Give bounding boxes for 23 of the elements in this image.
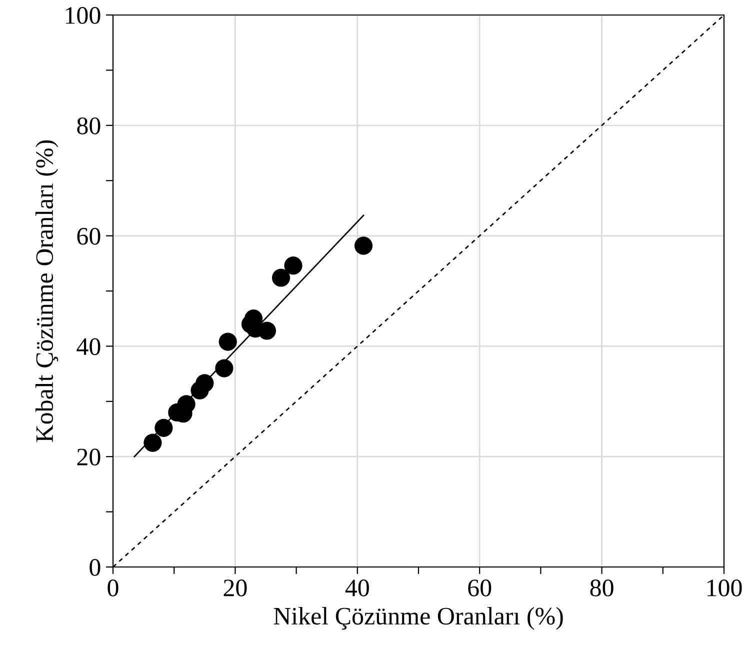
- point: [218, 332, 237, 351]
- x-tick-label: 0: [108, 580, 118, 596]
- y-tick-label: 80: [77, 117, 100, 134]
- y-tick-label: 20: [77, 448, 100, 466]
- x-tick-label: 20: [224, 580, 247, 596]
- point: [354, 236, 373, 255]
- point: [177, 395, 196, 414]
- x-tick-label: 100: [707, 580, 742, 596]
- x-tick-label: 60: [468, 580, 492, 596]
- point: [272, 268, 290, 287]
- y-tick-label: 40: [76, 338, 100, 356]
- x-tick-label: 40: [345, 580, 369, 596]
- point: [284, 256, 302, 275]
- x-tick-label: 80: [590, 580, 614, 596]
- point: [196, 374, 214, 392]
- x-axis-title: Nikel Çözünme Oranları (%): [274, 607, 563, 630]
- y-tick-label: 60: [77, 228, 100, 245]
- y-tick-label: 100: [66, 7, 100, 24]
- y-axis-title: Kobalt Çözünme Oranları (%): [35, 140, 58, 442]
- point: [154, 418, 173, 437]
- point: [144, 434, 162, 452]
- point: [215, 359, 234, 378]
- y-tick-label: 0: [90, 559, 100, 576]
